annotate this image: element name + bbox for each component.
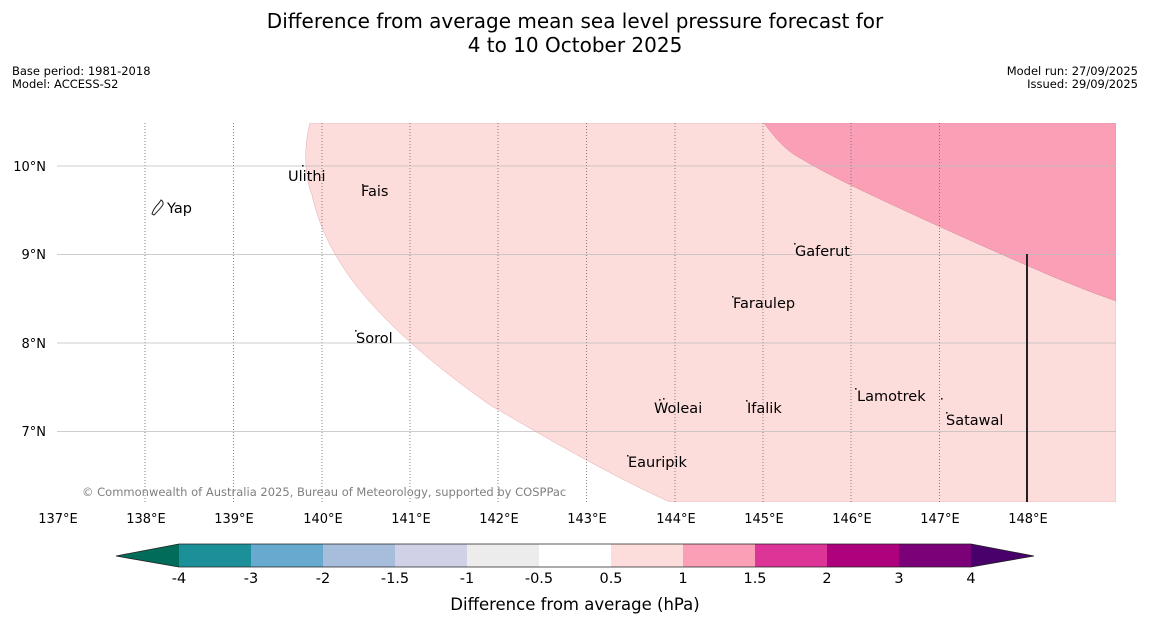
place-label-woleai: Woleai bbox=[654, 401, 702, 417]
colorbar-tick-3: -1.5 bbox=[381, 571, 409, 587]
colorbar-tick-9: 2 bbox=[822, 571, 831, 587]
colorbar-tick-6: 0.5 bbox=[599, 571, 622, 587]
woleai-dot-b bbox=[663, 398, 665, 400]
colorbar-tick-1: -3 bbox=[244, 571, 258, 587]
lat-axis-labels: 10°N 9°N 8°N 7°N bbox=[13, 160, 46, 440]
lat-label-8n: 8°N bbox=[22, 337, 47, 352]
lon-label-144e: 144°E bbox=[656, 512, 696, 527]
copyright-notice: © Commonwealth of Australia 2025, Bureau… bbox=[82, 485, 566, 499]
place-label-eauripik: Eauripik bbox=[628, 455, 687, 471]
colorbar-tick-0: -4 bbox=[172, 571, 186, 587]
place-label-ifalik: Ifalik bbox=[747, 401, 782, 417]
lon-label-147e: 147°E bbox=[920, 512, 960, 527]
colorbar-arrow-below bbox=[116, 544, 179, 567]
colorbar-outline bbox=[115, 543, 1035, 568]
colorbar-bin-9 bbox=[827, 544, 899, 567]
colorbar-bin-7 bbox=[683, 544, 755, 567]
colorbar-arrow-above bbox=[971, 544, 1034, 567]
lon-label-142e: 142°E bbox=[479, 512, 519, 527]
lon-label-139e: 139°E bbox=[214, 512, 254, 527]
colorbar-tick-11: 4 bbox=[966, 571, 975, 587]
lon-gridlines bbox=[144, 123, 940, 502]
place-label-fais: Fais bbox=[361, 184, 388, 200]
lat-label-10n: 10°N bbox=[13, 160, 46, 175]
lon-axis-labels: 137°E 138°E 139°E 140°E 141°E 142°E 143°… bbox=[38, 512, 1048, 527]
woleai-dot-a bbox=[659, 399, 661, 401]
place-label-ulithi: Ulithi bbox=[288, 169, 326, 185]
place-label-yap: Yap bbox=[166, 201, 192, 217]
lon-label-143e: 143°E bbox=[567, 512, 607, 527]
colorbar-label: Difference from average (hPa) bbox=[450, 595, 699, 614]
anomaly-region-0.5-1 bbox=[305, 123, 1116, 502]
model-run: Model run: 27/09/2025 bbox=[1006, 64, 1138, 78]
lon-label-141e: 141°E bbox=[391, 512, 431, 527]
island-dots bbox=[302, 165, 948, 457]
colorbar-tick-2: -2 bbox=[316, 571, 330, 587]
colorbar-bin-4 bbox=[467, 544, 539, 567]
colorbar-bin-8 bbox=[755, 544, 827, 567]
colorbar-tick-4: -1 bbox=[460, 571, 474, 587]
colorbar-bin-5 bbox=[539, 544, 611, 567]
colorbar-bin-2 bbox=[323, 544, 395, 567]
yap-island-outline bbox=[151, 199, 164, 216]
colorbar-tick-5: -0.5 bbox=[525, 571, 553, 587]
ifalik-dot bbox=[746, 400, 748, 402]
sorol-dot bbox=[355, 330, 357, 332]
faraulep-dot bbox=[732, 296, 734, 298]
place-label-sorol: Sorol bbox=[356, 331, 393, 347]
place-label-satawal: Satawal bbox=[946, 413, 1003, 429]
place-label-faraulep: Faraulep bbox=[733, 296, 795, 312]
lon-label-146e: 146°E bbox=[832, 512, 872, 527]
lat-label-9n: 9°N bbox=[22, 248, 47, 263]
meta-left: Base period: 1981-2018 Model: ACCESS-S2 bbox=[12, 65, 151, 91]
place-label-gaferut: Gaferut bbox=[795, 244, 850, 260]
place-labels: Ulithi Fais Yap Gaferut Faraulep Sorol L… bbox=[166, 169, 1003, 471]
ulithi-dot bbox=[302, 165, 304, 167]
lon-label-137e: 137°E bbox=[38, 512, 78, 527]
lon-label-138e: 138°E bbox=[126, 512, 166, 527]
colorbar-tick-8: 1.5 bbox=[743, 571, 766, 587]
lon-label-145e: 145°E bbox=[744, 512, 784, 527]
map-title-line1: Difference from average mean sea level p… bbox=[266, 9, 884, 33]
colorbar-bin-6 bbox=[611, 544, 683, 567]
issued-date: Issued: 29/09/2025 bbox=[1027, 77, 1138, 91]
colorbar-bin-1 bbox=[251, 544, 323, 567]
satawal-dot bbox=[946, 412, 948, 414]
map-title-line2: 4 to 10 October 2025 bbox=[467, 33, 683, 57]
eauripik-dot bbox=[627, 455, 629, 457]
colorbar-tick-7: 1 bbox=[678, 571, 687, 587]
colorbar-tick-10: 3 bbox=[894, 571, 903, 587]
gaferut-dot bbox=[794, 243, 796, 245]
meta-right: Model run: 27/09/2025 Issued: 29/09/2025 bbox=[1007, 65, 1138, 91]
lat-gridlines bbox=[57, 165, 1116, 432]
colorbar-bin-3 bbox=[395, 544, 467, 567]
fais-dot bbox=[362, 184, 364, 186]
lon-label-140e: 140°E bbox=[303, 512, 343, 527]
base-period: Base period: 1981-2018 bbox=[12, 64, 151, 78]
model-name: Model: ACCESS-S2 bbox=[12, 77, 119, 91]
colorbar-bin-0 bbox=[179, 544, 251, 567]
lamotrek-dot bbox=[855, 388, 857, 390]
lon-label-148e: 148°E bbox=[1008, 512, 1048, 527]
lamotrek-east-dot bbox=[941, 398, 943, 400]
map-area: Ulithi Fais Yap Gaferut Faraulep Sorol L… bbox=[57, 123, 1116, 502]
colorbar-bin-10 bbox=[899, 544, 971, 567]
lat-label-7n: 7°N bbox=[22, 425, 47, 440]
place-label-lamotrek: Lamotrek bbox=[857, 389, 926, 405]
colorbar-tick-labels: -4 -3 -2 -1.5 -1 -0.5 0.5 1 1.5 2 3 4 bbox=[172, 571, 976, 587]
colorbar: -4 -3 -2 -1.5 -1 -0.5 0.5 1 1.5 2 3 4 Di… bbox=[115, 543, 1035, 614]
